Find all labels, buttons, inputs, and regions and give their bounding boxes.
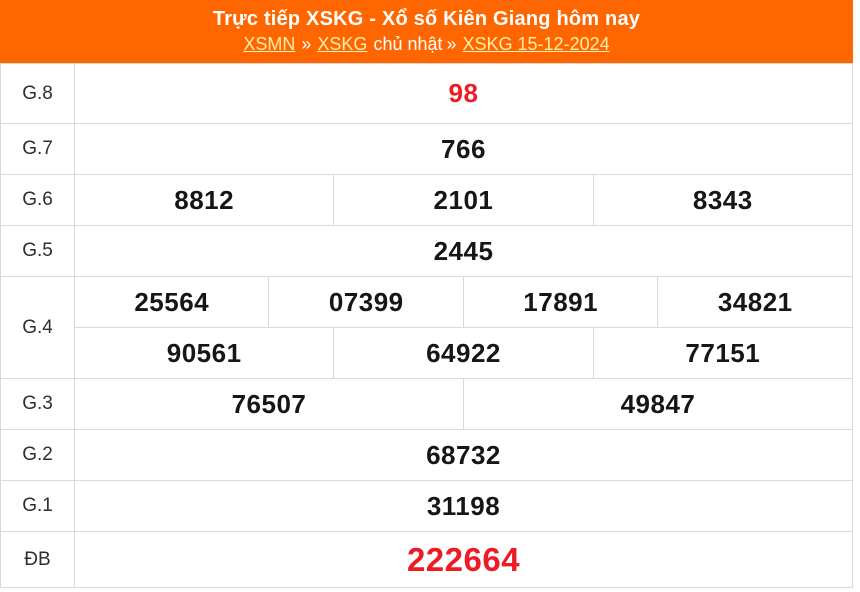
prize-label: G.2 bbox=[0, 429, 75, 481]
prize-number: 68732 bbox=[74, 429, 853, 481]
breadcrumb-separator: » bbox=[446, 34, 457, 54]
prize-label: G.3 bbox=[0, 378, 75, 430]
prize-number: 98 bbox=[74, 63, 853, 124]
prize-number: 90561 bbox=[73, 327, 335, 379]
table-row: 90561 64922 77151 bbox=[1, 327, 854, 379]
table-row: G.7 766 bbox=[0, 123, 853, 175]
table-row: G.4 25564 07399 17891 34821 bbox=[0, 276, 853, 379]
prize-label: G.1 bbox=[0, 480, 75, 532]
header: Trực tiếp XSKG - Xổ số Kiên Giang hôm na… bbox=[0, 0, 853, 63]
breadcrumb-separator: » bbox=[301, 34, 312, 54]
prize-number: 8343 bbox=[592, 174, 854, 226]
breadcrumb: XSMN» XSKG chủ nhật» XSKG 15-12-2024 bbox=[0, 32, 853, 57]
prize-label: G.5 bbox=[0, 225, 75, 277]
prize-label: ĐB bbox=[0, 531, 75, 588]
prize-number: 07399 bbox=[268, 276, 464, 328]
breadcrumb-separator: chủ nhật bbox=[373, 34, 443, 54]
table-row: G.8 98 bbox=[0, 63, 853, 124]
prize-number: 64922 bbox=[333, 327, 594, 379]
prize-label: G.6 bbox=[0, 174, 75, 226]
table-row: G.5 2445 bbox=[0, 225, 853, 277]
breadcrumb-link-0[interactable]: XSMN bbox=[243, 34, 296, 54]
prize-number: 2101 bbox=[333, 174, 594, 226]
table-row: G.2 68732 bbox=[0, 429, 853, 481]
prize-label: G.7 bbox=[0, 123, 75, 175]
table-row: G.1 31198 bbox=[0, 480, 853, 532]
prize-number: 49847 bbox=[462, 378, 854, 430]
prize-label: G.4 bbox=[0, 276, 75, 379]
table-row: G.6 8812 2101 8343 bbox=[0, 174, 854, 226]
breadcrumb-link-5[interactable]: XSKG 15-12-2024 bbox=[462, 34, 610, 54]
prize-number: 77151 bbox=[592, 327, 854, 379]
prize-number: 766 bbox=[74, 123, 853, 175]
table-row: G.3 76507 49847 bbox=[0, 378, 854, 430]
prize-number: 2445 bbox=[74, 225, 853, 277]
prize-number: 25564 bbox=[73, 276, 270, 328]
prize-number: 76507 bbox=[74, 378, 464, 430]
prize-number: 17891 bbox=[462, 276, 659, 328]
table-row: ĐB 222664 bbox=[0, 531, 853, 588]
prize-number: 222664 bbox=[74, 531, 853, 588]
prize-number: 34821 bbox=[657, 276, 853, 328]
prize-number: 31198 bbox=[74, 480, 853, 532]
page-title: Trực tiếp XSKG - Xổ số Kiên Giang hôm na… bbox=[212, 8, 641, 30]
breadcrumb-link-2[interactable]: XSKG bbox=[317, 34, 368, 54]
prize-label: G.8 bbox=[0, 63, 75, 124]
prize-number: 8812 bbox=[73, 174, 335, 226]
results-table: G.8 98 G.7 766 G.6 8812 2101 8343 G.5 2445 G.4 2556… bbox=[0, 63, 854, 588]
